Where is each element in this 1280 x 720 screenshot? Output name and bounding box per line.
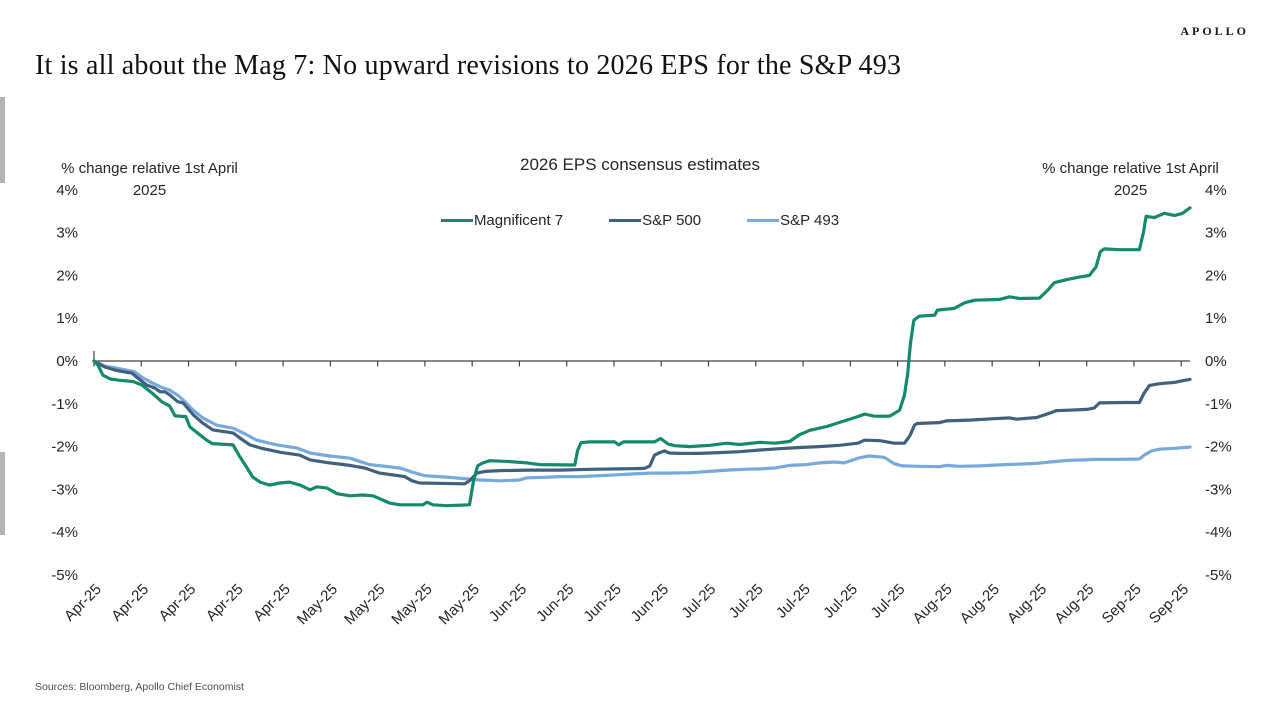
- y-axis-label-right: -4%: [1205, 524, 1232, 541]
- x-axis-label: Aug-25: [909, 581, 955, 627]
- legend-item-magnificent-7: Magnificent 7: [440, 212, 564, 229]
- x-axis-label: Aug-25: [957, 581, 1003, 627]
- x-axis-label: Aug-25: [1004, 581, 1050, 627]
- x-axis-label: Apr-25: [250, 581, 294, 625]
- x-axis-label: Sep-25: [1099, 581, 1145, 627]
- x-axis-label: Jul-25: [820, 581, 861, 622]
- y-axis-label-left: 1%: [56, 310, 78, 327]
- x-axis-label: May-25: [436, 581, 483, 628]
- x-axis-label: Jul-25: [726, 581, 767, 622]
- y-axis-label-left: -5%: [51, 567, 78, 584]
- y-axis-title-right: % change relative 1st April 2025: [1023, 158, 1238, 202]
- y-axis-label-left: 2%: [56, 267, 78, 284]
- series-line-magnificent-7: [92, 206, 1192, 508]
- y-axis-label-left: 0%: [56, 353, 78, 370]
- x-axis-label: May-25: [341, 581, 388, 628]
- y-axis-label-right: 4%: [1205, 182, 1227, 199]
- y-axis-label-right: -1%: [1205, 396, 1232, 413]
- page-title: It is all about the Mag 7: No upward rev…: [35, 50, 902, 81]
- legend-item-sp500: S&P 500: [609, 212, 701, 229]
- legend-swatch-sp500: [609, 219, 642, 222]
- x-axis-label: Jun-25: [533, 581, 577, 625]
- legend-label-magnificent-7: Magnificent 7: [473, 212, 564, 229]
- x-axis-label: May-25: [294, 581, 341, 628]
- x-axis-label: Apr-25: [108, 581, 152, 625]
- x-axis-label: Jun-25: [628, 581, 672, 625]
- x-axis-label: Jun-25: [486, 581, 530, 625]
- y-axis-label-left: -4%: [51, 524, 78, 541]
- legend-label-sp493: S&P 493: [780, 212, 840, 229]
- x-axis-label: Jun-25: [580, 581, 624, 625]
- chart-legend: Magnificent 7 S&P 500 S&P 493: [0, 212, 1280, 229]
- y-axis-title-right-line1: % change relative 1st April: [1042, 160, 1219, 177]
- legend-swatch-magnificent-7: [440, 219, 473, 222]
- y-axis-label-left: -2%: [51, 439, 78, 456]
- source-note: Sources: Bloomberg, Apollo Chief Economi…: [35, 681, 244, 693]
- x-axis-label: Apr-25: [203, 581, 247, 625]
- x-axis-label: May-25: [388, 581, 435, 628]
- x-axis-label: Apr-25: [156, 581, 200, 625]
- y-axis-title-left: % change relative 1st April 2025: [42, 158, 257, 202]
- y-axis-label-right: 2%: [1205, 267, 1227, 284]
- y-axis-title-right-line2: 2025: [1113, 182, 1148, 199]
- legend-label-sp500: S&P 500: [642, 212, 702, 229]
- y-axis-label-right: -5%: [1205, 567, 1232, 584]
- apollo-logo: APOLLO: [1180, 24, 1249, 38]
- legend-swatch-sp493: [747, 219, 780, 222]
- y-axis-title-left-line2: 2025: [132, 182, 167, 199]
- x-axis-label: Aug-25: [1051, 581, 1097, 627]
- y-axis-label-right: -2%: [1205, 439, 1232, 456]
- left-edge-artifact-bottom: [0, 452, 5, 535]
- y-axis-label-right: 3%: [1205, 225, 1227, 242]
- y-axis-label-right: -3%: [1205, 481, 1232, 498]
- y-axis-title-left-line1: % change relative 1st April: [61, 160, 238, 177]
- legend-item-sp493: S&P 493: [747, 212, 839, 229]
- chart-title: 2026 EPS consensus estimates: [519, 155, 761, 174]
- x-axis-label: Jul-25: [773, 581, 814, 622]
- series-line-s-p-493: [92, 359, 1192, 483]
- series-line-s-p-500: [92, 359, 1192, 486]
- y-axis-label-left: 4%: [56, 182, 78, 199]
- x-axis-label: Apr-25: [61, 581, 105, 625]
- x-axis-label: Jul-25: [678, 581, 719, 622]
- left-edge-artifact-top: [0, 97, 5, 183]
- x-axis-label: Sep-25: [1146, 581, 1192, 627]
- y-axis-label-right: 0%: [1205, 353, 1227, 370]
- y-axis-label-right: 1%: [1205, 310, 1227, 327]
- y-axis-label-left: -3%: [51, 481, 78, 498]
- x-axis-label: Jul-25: [868, 581, 909, 622]
- y-axis-label-left: -1%: [51, 396, 78, 413]
- y-axis-label-left: 3%: [56, 225, 78, 242]
